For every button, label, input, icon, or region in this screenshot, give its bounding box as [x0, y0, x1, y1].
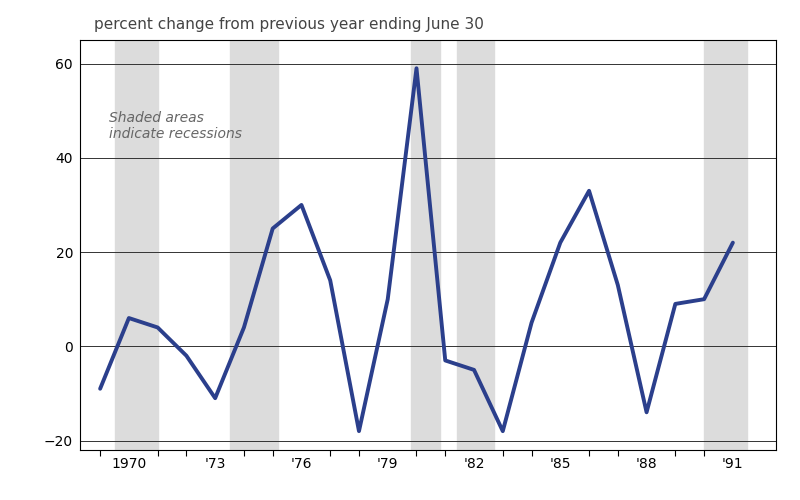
Bar — [410, 40, 439, 450]
Text: percent change from previous year ending June 30: percent change from previous year ending… — [94, 17, 484, 32]
Bar — [230, 40, 278, 450]
Bar — [457, 40, 494, 450]
Bar — [704, 40, 747, 450]
Text: Shaded areas
indicate recessions: Shaded areas indicate recessions — [109, 110, 242, 141]
Bar — [114, 40, 158, 450]
